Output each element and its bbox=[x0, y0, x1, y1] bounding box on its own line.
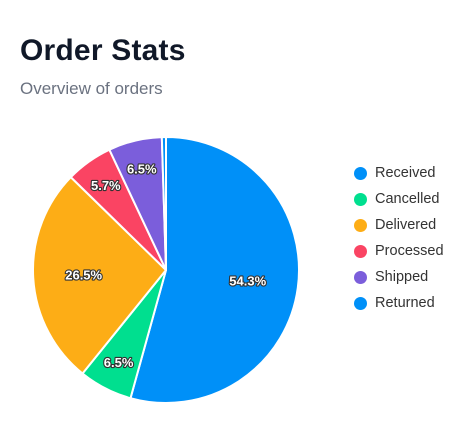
legend-item-shipped[interactable]: Shipped bbox=[354, 264, 444, 290]
legend-marker-icon bbox=[354, 244, 367, 258]
legend-marker-icon bbox=[354, 296, 367, 310]
legend-marker-icon bbox=[354, 166, 367, 180]
legend-label: Processed bbox=[375, 243, 444, 259]
chart-legend: Received Cancelled Delivered Processed Shipp… bbox=[354, 160, 444, 316]
chart-title: Order Stats bbox=[20, 34, 186, 67]
legend-label: Delivered bbox=[375, 217, 437, 233]
pie-label-received: 54.3% bbox=[229, 274, 266, 289]
pie-label-processed: 5.7% bbox=[91, 178, 121, 193]
pie-label-shipped: 6.5% bbox=[127, 162, 157, 177]
legend-item-returned[interactable]: Returned bbox=[354, 290, 444, 316]
legend-item-cancelled[interactable]: Cancelled bbox=[354, 186, 444, 212]
pie-label-delivered: 26.5% bbox=[65, 267, 102, 282]
legend-marker-icon bbox=[354, 192, 367, 206]
legend-marker-icon bbox=[354, 270, 367, 284]
pie-slice-delivered[interactable] bbox=[32, 176, 167, 375]
pie-slice-returned[interactable] bbox=[160, 136, 167, 271]
pie-label-cancelled: 6.5% bbox=[104, 355, 134, 370]
legend-label: Shipped bbox=[375, 269, 429, 285]
legend-label: Returned bbox=[375, 295, 435, 311]
legend-label: Cancelled bbox=[375, 191, 440, 207]
pie-labels: 54.3% 6.5% 26.5% 5.7% 6.5% bbox=[64, 161, 268, 371]
pie-slices bbox=[32, 136, 300, 404]
chart-subtitle: Overview of orders bbox=[20, 79, 163, 98]
legend-item-processed[interactable]: Processed bbox=[354, 238, 444, 264]
pie-slice-received[interactable] bbox=[129, 136, 300, 404]
legend-marker-icon bbox=[354, 218, 367, 232]
legend-item-delivered[interactable]: Delivered bbox=[354, 212, 444, 238]
legend-item-received[interactable]: Received bbox=[354, 160, 444, 186]
legend-label: Received bbox=[375, 165, 436, 181]
